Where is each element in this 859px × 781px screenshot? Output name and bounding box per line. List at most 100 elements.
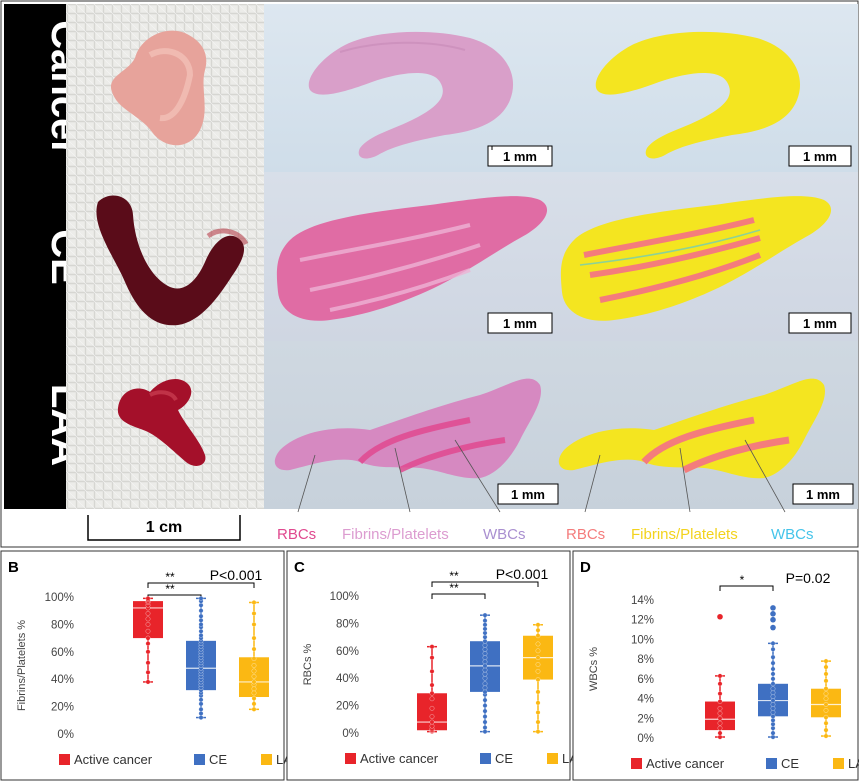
b-ylabel: Fibrins/Platelets % bbox=[16, 620, 28, 711]
c-sig-bracket bbox=[431, 581, 539, 587]
b-laa-point bbox=[251, 611, 257, 616]
b-laa-point bbox=[251, 663, 257, 668]
d-p-value: P=0.02 bbox=[786, 570, 831, 586]
b-sig-bracket bbox=[147, 582, 255, 588]
d-laa-point bbox=[823, 733, 829, 739]
c-legend-label: Active cancer bbox=[360, 751, 439, 766]
d-ytick-label: 10% bbox=[631, 634, 654, 646]
c-ce-point bbox=[482, 725, 488, 730]
b-ce-point bbox=[198, 608, 204, 614]
d-laa-point bbox=[823, 720, 829, 726]
d-ce-point bbox=[770, 698, 776, 703]
clot-photo-laa bbox=[117, 378, 206, 466]
scalebar-mm-2: 1 mm bbox=[788, 145, 852, 167]
b-active-cancer-point bbox=[145, 641, 151, 646]
d-ce-point bbox=[770, 676, 776, 682]
panel-b-frame bbox=[0, 550, 285, 781]
c-laa-point bbox=[535, 710, 541, 715]
d-active-cancer-point bbox=[717, 715, 723, 721]
clot-photo-ce bbox=[96, 195, 245, 326]
c-ce-point bbox=[482, 642, 488, 648]
b-active-cancer-point bbox=[145, 616, 151, 622]
c-legend-swatch bbox=[345, 753, 356, 764]
b-laa-point bbox=[251, 679, 257, 685]
d-ce-outlier bbox=[770, 605, 776, 611]
d-ce-point bbox=[770, 702, 776, 707]
d-active-cancer-point bbox=[717, 720, 723, 726]
d-ce-point bbox=[770, 725, 776, 731]
d-laa-point bbox=[823, 702, 829, 707]
panel-d-frame bbox=[572, 550, 859, 781]
c-active-cancer-point bbox=[429, 696, 435, 702]
legend-seg-fibrin: Fibrins/Platelets bbox=[631, 526, 738, 543]
c-laa-point bbox=[535, 700, 541, 706]
d-laa-point bbox=[823, 696, 829, 701]
d-ce-point bbox=[770, 730, 776, 736]
b-ce-point bbox=[198, 622, 204, 627]
b-active-cancer-point bbox=[145, 622, 151, 627]
d-active-cancer-point bbox=[717, 725, 723, 731]
d-laa-point bbox=[823, 691, 829, 696]
d-active-cancer-point bbox=[717, 691, 723, 696]
b-laa-point bbox=[251, 656, 257, 662]
c-legend-swatch bbox=[547, 753, 558, 764]
c-active-cancer-point bbox=[429, 723, 435, 729]
panel-b: B Fibrins/Platelets % 0% 20% 40% 60% 80% 100% P… bbox=[0, 550, 301, 781]
c-ce-point bbox=[482, 638, 488, 644]
b-ce-point bbox=[198, 613, 204, 619]
d-laa-point bbox=[823, 678, 829, 684]
b-ce-point bbox=[198, 602, 204, 608]
c-ytick-label: 80% bbox=[336, 618, 359, 630]
d-ce-point bbox=[770, 646, 776, 652]
c-laa-point bbox=[535, 668, 541, 674]
c-active-cancer-point bbox=[429, 714, 435, 719]
scalebar-mm-1: 1 mm bbox=[487, 145, 553, 167]
c-ce-point bbox=[482, 622, 488, 628]
d-active-cancer-point bbox=[717, 711, 723, 716]
b-laa-point bbox=[251, 668, 257, 674]
b-active-cancer-point bbox=[145, 669, 151, 675]
panel-c: C RBCs % 0% 20% 40% 60% 80% 100% P<0.001 **** Act… bbox=[286, 550, 587, 781]
c-ce-point bbox=[482, 647, 488, 652]
c-laa-point bbox=[535, 662, 541, 667]
d-ce-outlier bbox=[770, 616, 776, 623]
c-active-cancer-point bbox=[429, 655, 435, 661]
d-ce-point bbox=[770, 690, 776, 696]
d-laa-point bbox=[823, 727, 829, 733]
panel-c-letter: C bbox=[294, 559, 305, 576]
panel-c-frame bbox=[286, 550, 571, 781]
d-ytick-label: 0% bbox=[637, 733, 654, 745]
he-section-cancer bbox=[308, 31, 514, 159]
scalebar-mm-3: 1 mm bbox=[487, 312, 553, 334]
b-ytick-label: 60% bbox=[51, 647, 74, 659]
d-ce-point bbox=[770, 666, 776, 672]
c-ytick-label: 0% bbox=[342, 728, 359, 740]
scalebar-mm-label-3: 1 mm bbox=[503, 316, 537, 331]
d-sig-label: * bbox=[740, 573, 745, 587]
b-laa-point bbox=[251, 600, 257, 605]
d-ytick-label: 12% bbox=[631, 615, 654, 627]
c-active-cancer-point bbox=[429, 690, 435, 696]
c-ce-point bbox=[482, 651, 488, 656]
d-ce-point bbox=[770, 686, 776, 692]
panel-b-letter: B bbox=[8, 559, 19, 576]
scalebar-mm-label-4: 1 mm bbox=[803, 316, 837, 331]
d-ce-point bbox=[770, 710, 776, 715]
d-active-cancer-point bbox=[717, 673, 723, 679]
d-ce-point bbox=[770, 660, 776, 666]
c-laa-point bbox=[535, 719, 541, 725]
d-ytick-label: 6% bbox=[637, 674, 654, 686]
seg-section-ce bbox=[560, 196, 832, 321]
d-ce-point bbox=[770, 734, 776, 740]
c-ce-point bbox=[482, 685, 488, 691]
scalebar-mm-label-1: 1 mm bbox=[503, 149, 537, 164]
seg-section-cancer bbox=[595, 31, 801, 159]
b-active-cancer-point bbox=[145, 660, 151, 666]
seg-section-laa bbox=[558, 378, 825, 513]
c-ce-point bbox=[482, 618, 488, 624]
d-ce-point bbox=[770, 721, 776, 727]
d-ce-point bbox=[770, 713, 776, 719]
c-active-cancer-point bbox=[429, 682, 435, 688]
c-laa-point bbox=[535, 689, 541, 695]
